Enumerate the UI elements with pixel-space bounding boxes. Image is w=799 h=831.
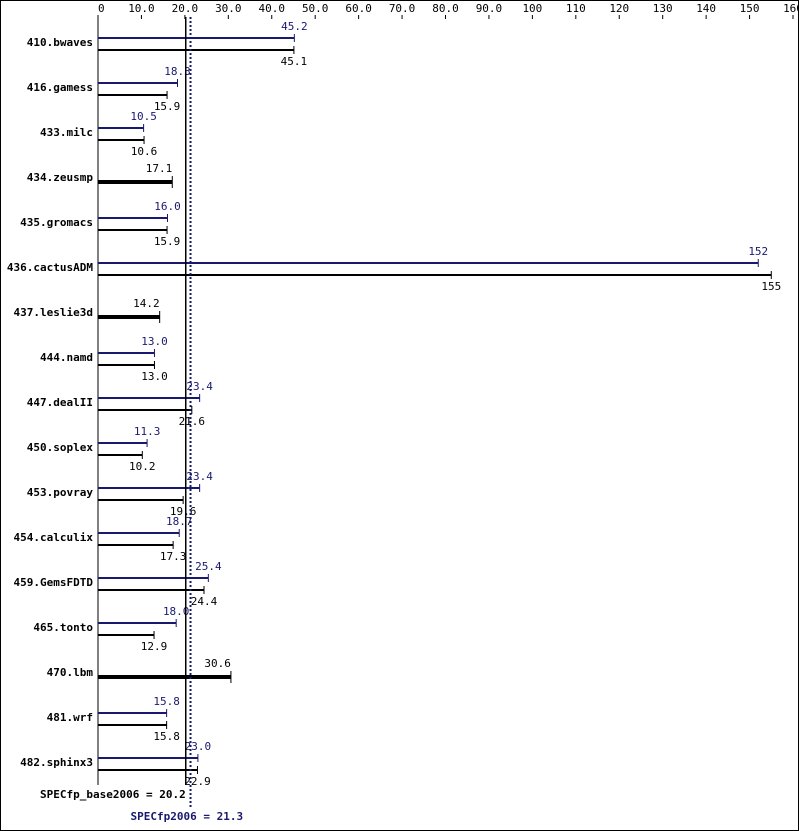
bar (98, 724, 167, 726)
x-tick-label: 10.0 (128, 2, 155, 15)
category-label: 410.bwaves (27, 36, 93, 49)
bar (98, 127, 144, 129)
x-tick-label: 140 (696, 2, 716, 15)
bar (98, 634, 155, 636)
x-tick-label: 60.0 (345, 2, 372, 15)
bar (98, 409, 192, 411)
bar (98, 442, 148, 444)
value-label: 22.9 (184, 775, 211, 788)
category-label: 465.tonto (33, 621, 93, 634)
bar (98, 454, 143, 456)
x-tick-label: 160 (783, 2, 799, 15)
bar (98, 315, 160, 319)
category-label: 450.soplex (27, 441, 94, 454)
value-label: 18.0 (163, 605, 190, 618)
value-label: 23.0 (185, 740, 212, 753)
bar (98, 262, 759, 264)
category-label: 459.GemsFDTD (14, 576, 94, 589)
value-label: 155 (761, 280, 781, 293)
value-label: 13.0 (141, 335, 168, 348)
reference-label: SPECfp2006 = 21.3 (131, 810, 244, 823)
value-label: 17.1 (146, 162, 173, 175)
value-label: 16.0 (154, 200, 181, 213)
bar (98, 397, 200, 399)
bar (98, 499, 184, 501)
value-label: 25.4 (195, 560, 222, 573)
bar (98, 544, 174, 546)
category-label: 447.dealII (27, 396, 93, 409)
x-tick-label: 120 (609, 2, 629, 15)
value-label: 11.3 (134, 425, 161, 438)
value-label: 10.2 (129, 460, 156, 473)
category-label: 470.lbm (47, 666, 94, 679)
bar (98, 675, 231, 679)
x-tick-label: 30.0 (215, 2, 242, 15)
x-tick-label: 150 (740, 2, 760, 15)
bar (98, 82, 178, 84)
value-label: 21.6 (179, 415, 206, 428)
category-label: 433.milc (40, 126, 93, 139)
bar (98, 352, 155, 354)
value-label: 17.3 (160, 550, 187, 563)
bar (98, 229, 168, 231)
value-label: 23.4 (186, 380, 213, 393)
x-tick-label: 40.0 (259, 2, 286, 15)
value-label: 14.2 (133, 297, 160, 310)
x-tick-label: 110 (566, 2, 586, 15)
x-tick-label: 80.0 (432, 2, 459, 15)
x-tick-label: 130 (653, 2, 673, 15)
value-label: 15.8 (153, 730, 180, 743)
bar (98, 487, 200, 489)
category-label: 444.namd (40, 351, 93, 364)
bar (98, 769, 198, 771)
bar (98, 49, 294, 51)
value-label: 45.2 (281, 20, 308, 33)
bar (98, 622, 177, 624)
reference-label: SPECfp_base2006 = 20.2 (40, 788, 186, 801)
x-tick-label: 20.0 (172, 2, 199, 15)
bar (98, 94, 168, 96)
bar (98, 757, 198, 759)
category-label: 454.calculix (14, 531, 94, 544)
value-label: 15.9 (154, 235, 181, 248)
bar (98, 364, 155, 366)
value-label: 30.6 (204, 657, 231, 670)
value-label: 18.3 (164, 65, 191, 78)
bar (98, 139, 145, 141)
category-label: 435.gromacs (20, 216, 93, 229)
value-label: 10.6 (131, 145, 158, 158)
x-tick-label: 90.0 (476, 2, 503, 15)
bar (98, 589, 204, 591)
bar (98, 274, 772, 276)
value-label: 152 (748, 245, 768, 258)
category-label: 453.povray (27, 486, 94, 499)
category-label: 482.sphinx3 (20, 756, 93, 769)
bar (98, 37, 295, 39)
x-tick-label: 50.0 (302, 2, 329, 15)
bar (98, 577, 209, 579)
category-label: 434.zeusmp (27, 171, 94, 184)
category-label: 437.leslie3d (14, 306, 93, 319)
value-label: 23.4 (186, 470, 213, 483)
bar (98, 532, 180, 534)
value-label: 18.7 (166, 515, 193, 528)
bar (98, 712, 167, 714)
bar (98, 217, 168, 219)
x-tick-label: 0 (98, 2, 105, 15)
value-label: 10.5 (130, 110, 157, 123)
value-label: 15.8 (153, 695, 180, 708)
category-label: 416.gamess (27, 81, 93, 94)
value-label: 12.9 (141, 640, 168, 653)
value-label: 13.0 (141, 370, 168, 383)
value-label: 45.1 (281, 55, 308, 68)
x-tick-label: 70.0 (389, 2, 416, 15)
value-label: 15.9 (154, 100, 181, 113)
category-label: 481.wrf (47, 711, 93, 724)
value-label: 24.4 (191, 595, 218, 608)
bar (98, 180, 173, 184)
category-label: 436.cactusADM (7, 261, 93, 274)
x-tick-label: 100 (522, 2, 542, 15)
